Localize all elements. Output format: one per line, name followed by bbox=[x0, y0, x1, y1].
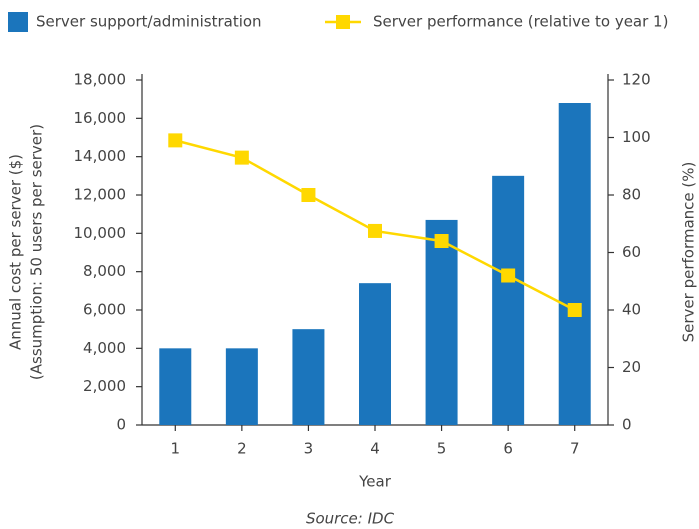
y-tick-label: 4,000 bbox=[83, 339, 126, 357]
bar bbox=[225, 348, 258, 425]
y2-tick-label: 80 bbox=[622, 186, 641, 204]
x-axis-label: Year bbox=[358, 473, 392, 491]
bar bbox=[425, 219, 458, 425]
bar bbox=[359, 283, 391, 425]
legend-swatch bbox=[8, 12, 28, 32]
x-tick-label: 6 bbox=[503, 440, 513, 458]
line-marker bbox=[434, 234, 449, 248]
line-marker bbox=[501, 268, 516, 283]
bar bbox=[159, 348, 192, 425]
line-marker bbox=[301, 188, 316, 202]
y-tick-label: 10,000 bbox=[74, 224, 127, 242]
x-tick-label: 5 bbox=[437, 440, 447, 458]
x-tick-label: 7 bbox=[570, 440, 580, 458]
y2-tick-label: 40 bbox=[622, 301, 641, 319]
x-tick-label: 3 bbox=[304, 440, 314, 458]
y-tick-label: 2,000 bbox=[83, 377, 126, 395]
y2-tick-label: 100 bbox=[622, 128, 651, 146]
x-tick-label: 1 bbox=[171, 440, 181, 458]
x-tick-label: 2 bbox=[237, 440, 247, 458]
line-marker bbox=[168, 133, 183, 148]
y-tick-label: 18,000 bbox=[74, 71, 127, 89]
line-marker bbox=[567, 303, 582, 317]
y2-axis-label: Server performance (%) bbox=[680, 162, 698, 343]
legend-label: Server performance (relative to year 1) bbox=[373, 13, 668, 31]
legend-label: Server support/administration bbox=[36, 13, 262, 31]
y-tick-label: 16,000 bbox=[74, 109, 127, 127]
y-tick-label: 14,000 bbox=[74, 147, 127, 165]
y-tick-label: 0 bbox=[116, 416, 126, 434]
bar bbox=[292, 329, 325, 425]
y2-tick-label: 120 bbox=[622, 71, 651, 89]
y2-tick-label: 60 bbox=[622, 243, 641, 261]
legend-swatch bbox=[336, 15, 350, 29]
y-tick-label: 8,000 bbox=[83, 262, 126, 280]
y-axis-note: (Assumption: 50 users per server) bbox=[28, 124, 46, 380]
bar bbox=[558, 103, 591, 425]
y-tick-label: 6,000 bbox=[83, 301, 126, 319]
x-tick-label: 4 bbox=[370, 440, 380, 458]
source: Source: IDC bbox=[306, 510, 395, 528]
bar bbox=[492, 175, 525, 425]
y2-tick-label: 20 bbox=[622, 358, 641, 376]
line-marker bbox=[368, 223, 382, 238]
line-marker bbox=[234, 150, 249, 165]
y-axis-label: Annual cost per server ($) bbox=[7, 154, 25, 350]
y2-tick-label: 0 bbox=[622, 416, 632, 434]
y-tick-label: 12,000 bbox=[74, 186, 127, 204]
